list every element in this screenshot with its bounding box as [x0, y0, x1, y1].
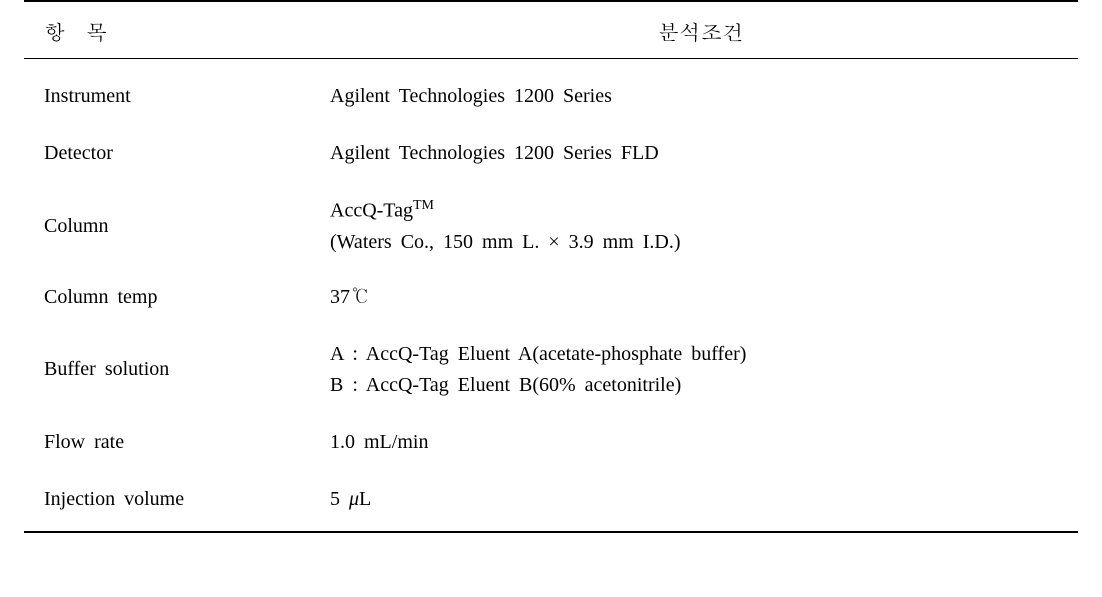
header-item-label: 항 목 [44, 21, 115, 45]
analysis-conditions-table: 항 목 분석조건 Instrument Agilent Technologies… [0, 0, 1102, 533]
row-buffer-value: A : AccQ-Tag Eluent A(acetate-phosphate … [324, 317, 1078, 405]
row-instrument-value: Agilent Technologies 1200 Series [324, 59, 1078, 117]
row-injection-label: Injection volume [24, 462, 324, 532]
header-condition-label: 분석조건 [658, 21, 744, 45]
row-detector-label: Detector [24, 116, 324, 173]
row-detector-value: Agilent Technologies 1200 Series FLD [324, 116, 1078, 173]
row-column-line1: AccQ-TagTM [330, 195, 1068, 227]
table-header-row: 항 목 분석조건 [24, 1, 1078, 59]
row-column-line2: (Waters Co., 150 mm L. × 3.9 mm I.D.) [330, 227, 1068, 258]
row-injection-value-b: L [359, 488, 371, 510]
row-column-line1a: AccQ-Tag [330, 200, 413, 222]
row-buffer-line-a: A : AccQ-Tag Eluent A(acetate-phosphate … [330, 339, 1068, 370]
row-buffer-line-b: B : AccQ-Tag Eluent B(60% acetonitrile) [330, 370, 1068, 401]
table-row: Detector Agilent Technologies 1200 Serie… [24, 116, 1078, 173]
table-row: Column AccQ-TagTM (Waters Co., 150 mm L.… [24, 173, 1078, 260]
row-column-value: AccQ-TagTM (Waters Co., 150 mm L. × 3.9 … [324, 173, 1078, 260]
header-condition: 분석조건 [324, 1, 1078, 59]
table-row: Injection volume 5 μL [24, 462, 1078, 532]
row-columntemp-label: Column temp [24, 260, 324, 317]
table-row: Flow rate 1.0 mL/min [24, 405, 1078, 462]
header-item: 항 목 [24, 1, 324, 59]
trademark-icon: TM [413, 198, 434, 213]
table-row: Instrument Agilent Technologies 1200 Ser… [24, 59, 1078, 117]
row-instrument-label: Instrument [24, 59, 324, 117]
row-column-label: Column [24, 173, 324, 260]
row-buffer-label: Buffer solution [24, 317, 324, 405]
row-columntemp-value: 37℃ [324, 260, 1078, 317]
row-injection-value-a: 5 [330, 488, 349, 510]
table-row: Column temp 37℃ [24, 260, 1078, 317]
row-injection-value-unit: μ [349, 488, 359, 510]
row-flowrate-value: 1.0 mL/min [324, 405, 1078, 462]
row-injection-value: 5 μL [324, 462, 1078, 532]
table: 항 목 분석조건 Instrument Agilent Technologies… [24, 0, 1078, 533]
row-flowrate-label: Flow rate [24, 405, 324, 462]
table-row: Buffer solution A : AccQ-Tag Eluent A(ac… [24, 317, 1078, 405]
